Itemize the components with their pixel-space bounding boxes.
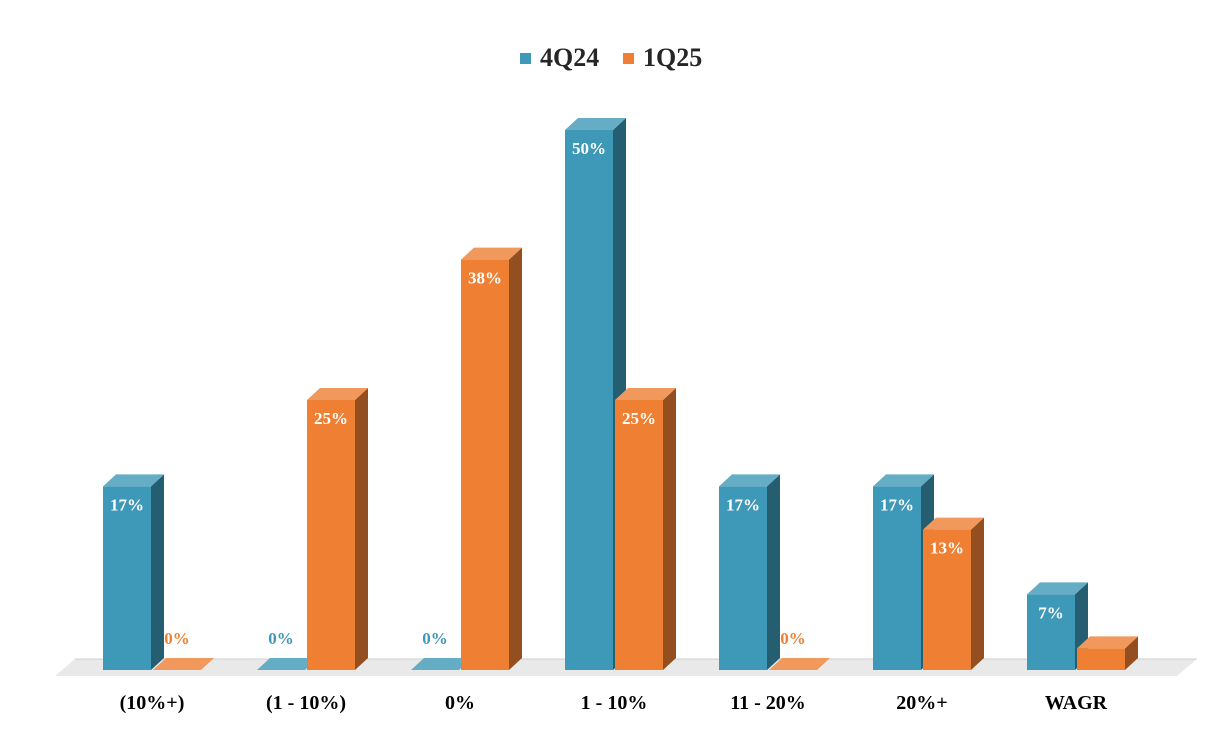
bars-layer	[103, 118, 1138, 670]
bar-top-face	[153, 658, 214, 670]
data-label: 50%	[572, 139, 606, 158]
category-tick-label: 1 - 10%	[581, 692, 648, 714]
category-tick-label: WAGR	[1045, 692, 1108, 714]
bar-side-face	[663, 388, 676, 670]
data-label: 7%	[1038, 603, 1064, 622]
bar-4q24-0	[103, 474, 164, 670]
data-label: 17%	[880, 495, 914, 514]
bar-top-face	[461, 247, 522, 260]
bar-1q25-6	[1077, 636, 1138, 670]
bar-1q25-5	[923, 517, 984, 670]
bar-top-face	[565, 118, 626, 130]
bar-front-face	[565, 130, 613, 670]
bar-front-face	[615, 400, 663, 670]
bar-side-face	[151, 474, 164, 670]
bar-top-face	[307, 388, 368, 400]
category-tick-label: 11 - 20%	[730, 692, 806, 714]
legend-entry: 4Q24	[540, 43, 599, 72]
bar-top-face	[103, 474, 164, 487]
bar-1q25-3	[615, 388, 676, 670]
bar-1q25-1	[307, 388, 368, 670]
bar-front-face	[1027, 594, 1075, 670]
bar-1q25-4	[769, 658, 830, 670]
bar-top-face	[411, 658, 472, 670]
bar-1q25-0	[153, 658, 214, 670]
bar-side-face	[355, 388, 368, 670]
bar-front-face	[103, 486, 151, 670]
bar-side-face	[1125, 636, 1138, 670]
bar-side-face	[971, 517, 984, 670]
bar-front-face	[923, 529, 971, 670]
bar-side-face	[509, 247, 522, 670]
category-axis: (10%+) (1 - 10%) 0% 1 - 10% 11 - 20% 20%+ WAGR	[120, 692, 1108, 714]
bar-top-face	[873, 474, 934, 487]
bar-1q25-2	[461, 247, 522, 670]
bar-4q24-3	[565, 118, 626, 670]
bar-front-face	[461, 259, 509, 670]
legend-swatch	[623, 53, 634, 64]
data-label: 17%	[110, 495, 144, 514]
data-label: 0%	[164, 629, 190, 648]
data-label: 13%	[930, 539, 964, 558]
bar-top-face	[615, 388, 676, 400]
data-label: 0%	[268, 629, 294, 648]
legend-swatch	[520, 53, 531, 64]
bar-side-face	[767, 474, 780, 670]
bar-top-face	[1077, 636, 1138, 649]
bar-front-face	[1077, 648, 1125, 670]
bar-top-face	[257, 658, 318, 670]
bar-front-face	[307, 400, 355, 670]
data-label: 17%	[726, 495, 760, 514]
bar-top-face	[769, 658, 830, 670]
bar-top-face	[719, 474, 780, 487]
category-tick-label: (1 - 10%)	[266, 692, 346, 714]
bar-4q24-4	[719, 474, 780, 670]
category-tick-label: 20%+	[896, 692, 947, 714]
data-label: 38%	[468, 269, 502, 288]
legend: 4Q24 1Q25	[520, 43, 702, 72]
category-tick-label: 0%	[445, 692, 475, 714]
bar-front-face	[719, 486, 767, 670]
data-labels-layer: 17% 0% 0% 25% 0% 38% 50% 25% 17% 0% 17% 13% 7%	[110, 139, 1064, 648]
bar-4q24-1	[257, 658, 318, 670]
category-tick-label: (10%+)	[120, 692, 185, 714]
data-label: 25%	[622, 409, 656, 428]
bar-top-face	[923, 517, 984, 530]
legend-entry: 1Q25	[643, 43, 702, 72]
data-label: 0%	[422, 629, 448, 648]
data-label: 25%	[314, 409, 348, 428]
bar-4q24-2	[411, 658, 472, 670]
data-label: 0%	[780, 629, 806, 648]
bar-front-face	[873, 486, 921, 670]
bar-top-face	[1027, 582, 1088, 595]
